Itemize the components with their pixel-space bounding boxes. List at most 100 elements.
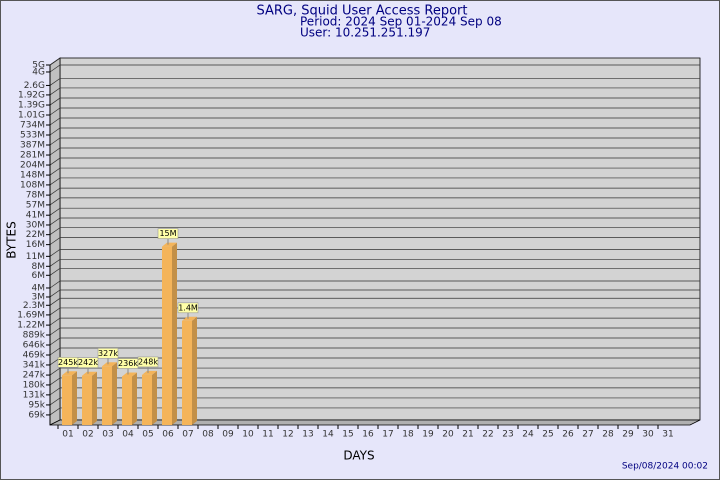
bar-top [122,372,137,377]
x-tick-label: 11 [262,430,273,440]
y-tick-label: 734M [20,120,45,130]
y-tick-label: 148M [20,171,45,181]
bar-top [82,371,97,376]
value-label: 248k [138,357,158,366]
x-tick-label: 31 [662,430,673,440]
x-tick-label: 18 [402,430,414,440]
x-tick-label: 17 [382,430,393,440]
y-tick-label: 180k [23,380,46,390]
x-tick-label: 02 [82,430,93,440]
y-tick-label: 22M [26,230,45,240]
y-tick-label: 131k [23,390,46,400]
grid-line [49,207,700,216]
bar [82,375,92,425]
bar-side [72,371,77,425]
grid-line [49,387,700,396]
x-tick-label: 30 [642,430,654,440]
y-tick-label: 30M [26,220,45,230]
y-tick-label: 16M [26,240,45,250]
grid-line [49,127,700,136]
grid-line [49,107,700,116]
bar [122,376,132,425]
value-label-box [97,347,119,359]
x-tick-label: 29 [622,430,634,440]
grid-line [49,248,700,257]
chart-title: SARG, Squid User Access Report [257,4,468,19]
grid-line [49,327,700,336]
y-tick-label: 1.92G [18,90,45,100]
y-tick-label: 341k [23,360,46,370]
bar-side [112,362,117,425]
y-tick-label: 281M [20,151,45,161]
y-tick-label: 247k [23,371,46,381]
grid-line [49,64,700,73]
x-tick-label: 04 [122,430,134,440]
grid-line [49,227,700,235]
grid-line [49,237,700,245]
y-tick-label: 2.3M [23,301,45,311]
x-tick-label: 05 [142,430,153,440]
bar-side [132,372,137,425]
grid-line [49,177,700,186]
x-axis-label: DAYS [343,449,374,463]
x-tick-label: 19 [422,430,434,440]
x-tick-label: 24 [522,430,534,440]
grid-line [49,87,700,96]
grid-line [49,97,700,106]
grid-line [49,317,700,326]
footer: Sep/08/2024 00:02 [622,462,708,472]
grid-line [49,407,700,416]
x-tick-label: 07 [182,430,193,440]
y-tick-label: 1.22M [17,321,45,331]
bar [182,320,192,425]
x-tick-label: 13 [302,430,313,440]
value-label-box [77,357,99,368]
y-tick-label: 1.01G [18,111,45,121]
value-label: 327k [98,349,118,358]
grid-line [49,197,700,206]
y-tick-label: 108M [20,180,45,190]
grid-line [49,157,700,166]
y-tick-label: 8M [32,262,46,272]
x-tick-label: 01 [62,430,73,440]
bar-top [102,362,117,367]
x-tick-label: 27 [582,430,593,440]
x-tick-label: 12 [282,430,293,440]
value-label: 1.4M [178,303,198,312]
floor [49,419,701,426]
y-axis-label: BYTES [5,221,19,258]
x-tick-label: 25 [542,430,553,440]
grid-line [49,367,700,376]
y-tick-label: 95k [28,400,45,410]
grid-line [49,347,700,356]
y-tick-label: 1.39G [18,101,45,111]
value-label: 245k [58,358,78,367]
x-tick-label: 06 [162,430,174,440]
y-tick-label: 646k [23,340,46,350]
grid-line [49,397,700,406]
x-tick-label: 28 [602,430,614,440]
bar-top [182,316,197,321]
y-tick-label: 889k [23,331,46,341]
chart-subtitle: Period: 2024 Sep 01-2024 Sep 08 [300,15,502,29]
y-tick-label: 41M [26,211,45,221]
value-label: 236k [118,359,138,368]
x-tick-label: 08 [202,430,214,440]
grid-line [49,297,700,306]
y-tick-label: 6M [32,271,46,281]
x-tick-label: 15 [342,430,353,440]
bar-side [92,371,97,425]
bar-side [152,370,157,425]
bar-top [62,371,77,376]
x-tick-label: 21 [462,430,473,440]
grid-line [49,57,700,66]
x-tick-label: 20 [442,430,454,440]
bar-top [142,370,157,375]
grid-line [49,187,700,196]
grid-line [49,289,700,298]
bar [62,375,72,425]
x-tick-label: 10 [242,430,254,440]
x-tick-label: 03 [102,430,113,440]
grid-line [49,307,700,316]
bar [102,366,112,425]
